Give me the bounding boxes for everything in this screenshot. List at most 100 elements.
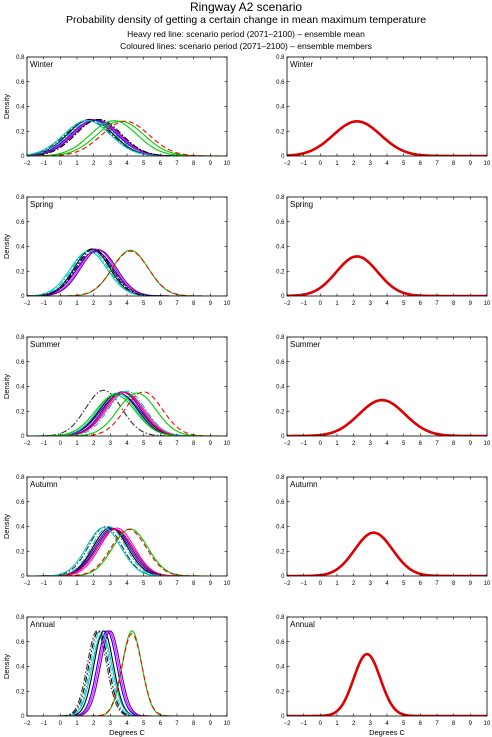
season-label: Spring <box>30 200 53 209</box>
x-tick-label: 2 <box>92 301 96 307</box>
x-tick-label: 0 <box>59 301 63 307</box>
member-curve-4 <box>27 251 227 296</box>
member-curve-0 <box>27 389 227 436</box>
x-tick-label: −2 <box>284 581 292 587</box>
x-tick-label: 6 <box>419 161 423 167</box>
x-tick-label: 7 <box>175 161 179 167</box>
y-axis-label: Density <box>2 374 11 399</box>
x-tick-label: 1 <box>335 581 339 587</box>
x-tick-label: 10 <box>224 441 231 447</box>
x-tick-label: 3 <box>369 161 373 167</box>
y-tick-label: 0 <box>281 574 285 580</box>
x-tick-label: 7 <box>435 441 439 447</box>
x-tick-label: 0 <box>319 721 323 727</box>
x-tick-label: 4 <box>385 721 389 727</box>
x-tick-label: 4 <box>125 161 129 167</box>
y-tick-label: 0.4 <box>16 105 25 111</box>
x-tick-label: 1 <box>75 441 79 447</box>
x-tick-label: −2 <box>284 721 292 727</box>
x-tick-label: 5 <box>142 721 146 727</box>
member-curve-4 <box>27 630 227 716</box>
season-label: Summer <box>30 340 61 349</box>
axes-frame <box>26 476 228 577</box>
x-tick-label: 7 <box>175 301 179 307</box>
y-tick-label: 0.8 <box>16 475 25 481</box>
x-tick-label: −2 <box>284 441 292 447</box>
x-tick-label: 6 <box>419 441 423 447</box>
x-tick-label: −1 <box>40 301 48 307</box>
ensemble-mean-curve <box>287 255 487 296</box>
x-tick-label: 7 <box>435 581 439 587</box>
y-tick-label: 0.6 <box>276 500 285 506</box>
member-curve-2 <box>27 249 227 296</box>
y-tick-label: 0 <box>21 154 25 160</box>
x-tick-label: 8 <box>192 301 196 307</box>
x-tick-label: 0 <box>319 161 323 167</box>
member-curve-6 <box>27 119 227 156</box>
y-tick-label: 0.6 <box>16 640 25 646</box>
x-tick-label: 5 <box>402 161 406 167</box>
member-curve-5 <box>27 250 227 296</box>
x-tick-label: −1 <box>40 721 48 727</box>
panel-winter-mean: −2 −1 0 1 2 3 4 5 6 7 8 9 10 0 0.2 0.4 0.6 0.8 Winter <box>276 55 491 167</box>
curves <box>27 118 227 156</box>
curves <box>287 398 487 436</box>
y-tick-label: 0.8 <box>16 195 25 201</box>
member-curve-3 <box>27 630 227 716</box>
x-tick-label: 7 <box>435 301 439 307</box>
legend-note-ensemble-members: Coloured lines: scenario period (2071–21… <box>120 41 372 51</box>
member-curve-4 <box>27 120 227 156</box>
y-axis-label: Density <box>2 654 11 679</box>
x-tick-label: −2 <box>24 581 32 587</box>
member-curve-2 <box>27 630 227 716</box>
x-tick-label: 8 <box>452 581 456 587</box>
x-tick-label: 1 <box>75 581 79 587</box>
x-tick-label: 6 <box>159 721 163 727</box>
x-tick-label: 5 <box>142 441 146 447</box>
season-label: Summer <box>290 340 321 349</box>
x-tick-label: 1 <box>335 301 339 307</box>
x-tick-label: 1 <box>75 161 79 167</box>
panel-summer-members: −2 −1 0 1 2 3 4 5 6 7 8 9 10 0 0.2 0.4 0.6 0.8 Summer Densi… <box>2 335 231 447</box>
x-axis-label: Degrees C <box>369 728 405 737</box>
x-tick-label: −2 <box>24 301 32 307</box>
x-tick-label: 9 <box>469 161 473 167</box>
y-tick-label: 0.6 <box>16 500 25 506</box>
x-tick-label: 1 <box>75 301 79 307</box>
member-curve-3 <box>27 248 227 296</box>
season-label: Autumn <box>290 480 318 489</box>
panel-spring-members: −2 −1 0 1 2 3 4 5 6 7 8 9 10 0 0.2 0.4 0.6 0.8 Spring Densi… <box>2 195 231 307</box>
panel-winter-members: −2 −1 0 1 2 3 4 5 6 7 8 9 10 0 0.2 0.4 0.6 0.8 Winter Densi… <box>2 55 231 167</box>
member-curve-7 <box>27 118 227 156</box>
x-tick-label: 9 <box>209 581 213 587</box>
x-tick-label: 6 <box>419 721 423 727</box>
member-curve-8 <box>27 120 227 156</box>
curves <box>287 120 487 156</box>
y-tick-label: 0.6 <box>16 80 25 86</box>
y-tick-label: 0.8 <box>276 195 285 201</box>
x-tick-label: 0 <box>59 441 63 447</box>
y-tick-label: 0.8 <box>276 55 285 61</box>
season-label: Annual <box>30 620 55 629</box>
season-label: Winter <box>30 60 53 69</box>
ensemble-mean-curve <box>287 398 487 436</box>
y-tick-label: 0.6 <box>16 220 25 226</box>
member-curve-2 <box>27 120 227 156</box>
legend-note-ensemble-mean: Heavy red line: scenario period (2071–21… <box>127 29 365 39</box>
x-tick-label: 2 <box>352 441 356 447</box>
y-tick-label: 0 <box>21 294 25 300</box>
x-tick-label: −1 <box>40 161 48 167</box>
x-tick-label: 6 <box>159 581 163 587</box>
x-tick-label: −1 <box>300 301 308 307</box>
x-axis-label: Degrees C <box>109 728 145 737</box>
curves <box>287 531 487 576</box>
x-tick-label: 3 <box>109 441 113 447</box>
x-tick-label: 7 <box>175 581 179 587</box>
y-tick-label: 0 <box>281 294 285 300</box>
x-tick-label: 2 <box>92 161 96 167</box>
x-tick-label: 9 <box>469 721 473 727</box>
x-tick-label: 8 <box>452 441 456 447</box>
ensemble-mean-curve <box>287 652 487 716</box>
x-tick-label: 2 <box>352 721 356 727</box>
